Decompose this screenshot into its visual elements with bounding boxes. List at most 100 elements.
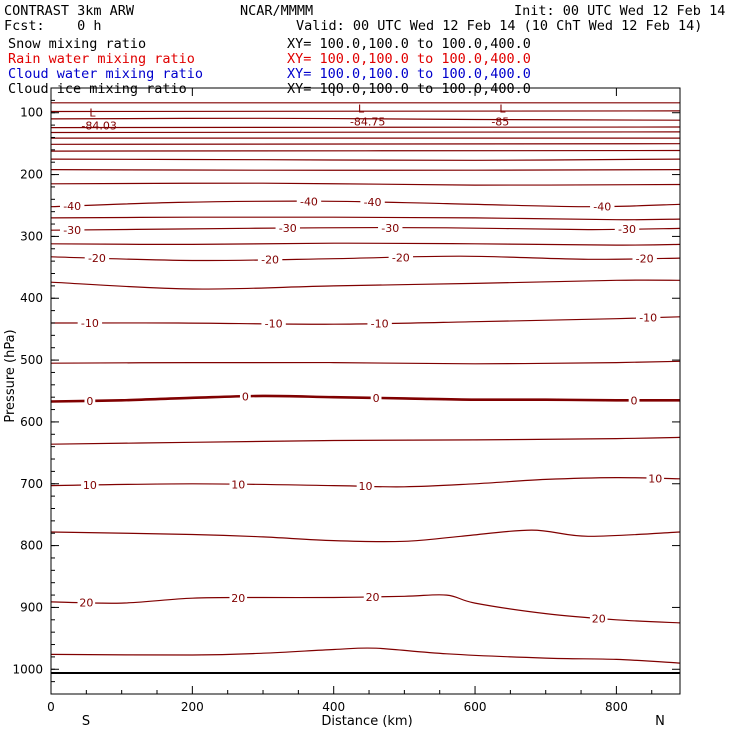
isotherm-label-bg xyxy=(60,200,85,213)
field-xy-2: XY= 100.0,100.0 to 100.0,400.0 xyxy=(287,66,531,82)
isotherm-label--10-0: -10 xyxy=(81,317,99,330)
contour-layer: -40 -40 -40 -40 -30 -30 -30 -30 -20 -20 -20 -20 -10 -… xyxy=(50,102,681,674)
field-name-2: Cloud water mixing ratio xyxy=(8,66,203,82)
isotherm-label-bg xyxy=(614,223,640,236)
contour-line-6 xyxy=(50,143,681,145)
contour-line-11 xyxy=(50,216,681,221)
isotherm-label--10-2: -10 xyxy=(371,317,389,330)
field-xy-3: XY= 100.0,100.0 to 100.0,400.0 xyxy=(287,81,531,97)
y-tick-label-100: 100 xyxy=(20,106,43,120)
contour-line-3 xyxy=(50,126,681,129)
isotherm-label--10-3: -10 xyxy=(639,312,657,325)
isotherm-label-10-1: 10 xyxy=(231,478,245,491)
isotherm-label-bg xyxy=(77,316,103,329)
low-value-1: -84.75 xyxy=(350,116,385,129)
isotherm-label--20-1: -20 xyxy=(261,254,279,267)
isotherm-label--20-2: -20 xyxy=(392,251,410,264)
y-tick-label-300: 300 xyxy=(20,229,43,243)
isotherm-label-bg xyxy=(81,479,99,492)
isotherm-label-bg xyxy=(635,311,661,324)
isotherm-label-bg xyxy=(388,251,414,264)
valid-time: Valid: 00 UTC Wed 12 Feb 14 (10 ChT Wed … xyxy=(296,18,702,34)
field-xy-0: XY= 100.0,100.0 to 100.0,400.0 xyxy=(287,36,531,52)
contour-line-2 xyxy=(50,117,681,121)
isotherm-label--40-3: -40 xyxy=(593,200,611,213)
contour-line-17 xyxy=(50,647,681,664)
isotherm-label-10-3: 10 xyxy=(648,472,662,485)
y-tick-label-400: 400 xyxy=(20,291,43,305)
x-tick-label-0: 0 xyxy=(47,700,55,714)
init-time: Init: 00 UTC Wed 12 Feb 14 xyxy=(514,3,725,19)
contour-line-14 xyxy=(50,360,681,365)
isotherm--20 xyxy=(50,255,681,262)
x-tick-label-400: 400 xyxy=(322,700,345,714)
low-value-2: -85 xyxy=(491,116,509,129)
isotherm-label-bg xyxy=(632,252,657,265)
y-tick-label-200: 200 xyxy=(20,168,43,182)
x-tick-label-600: 600 xyxy=(464,700,487,714)
y-tick-label-600: 600 xyxy=(20,415,43,429)
isotherm--10 xyxy=(50,316,681,325)
isotherm-label-0-0: 0 xyxy=(86,395,93,408)
contour-line-10 xyxy=(50,182,681,186)
field-name-3: Cloud ice mixing ratio xyxy=(8,81,187,97)
isotherm-label-20-2: 20 xyxy=(366,591,380,604)
isotherm-label-bg xyxy=(356,480,375,493)
field-legend: Snow mixing ratio XY= 100.0,100.0 to 100.… xyxy=(8,36,531,97)
isotherm-label-0-2: 0 xyxy=(373,392,380,405)
field-name-1: Rain water mixing ratio xyxy=(8,51,195,67)
isotherm-label-bg xyxy=(590,200,615,213)
y-axis-label: Pressure (hPa) xyxy=(3,329,18,422)
y-tick-label-700: 700 xyxy=(20,477,43,491)
isotherm-label-bg xyxy=(370,391,382,404)
contour-line-13 xyxy=(50,279,681,290)
isotherm-label-bg xyxy=(275,222,300,235)
y-tick-label-500: 500 xyxy=(20,353,43,367)
x-tick-label-800: 800 xyxy=(605,700,628,714)
low-marker-2: L xyxy=(499,103,506,116)
isotherm-label-0-3: 0 xyxy=(631,394,638,407)
isotherm-label-bg xyxy=(84,252,110,265)
isotherm-label-10-2: 10 xyxy=(359,480,373,493)
field-xy-1: XY= 100.0,100.0 to 100.0,400.0 xyxy=(287,51,531,67)
low-value-0: -84.03 xyxy=(81,119,116,132)
isotherm-label-bg xyxy=(367,317,392,330)
isotherm-label--30-1: -30 xyxy=(279,222,297,235)
isotherm-label-20-1: 20 xyxy=(231,592,245,605)
forecast-hour: Fcst: 0 h xyxy=(4,18,102,34)
contour-line-4 xyxy=(50,131,681,134)
isotherm-label-0-1: 0 xyxy=(242,390,249,403)
isotherm-label-bg xyxy=(229,591,248,604)
x-end-label-left: S xyxy=(82,714,90,729)
isotherm-label--30-2: -30 xyxy=(381,222,399,235)
isotherm-label-bg xyxy=(239,390,251,403)
x-tick-label-200: 200 xyxy=(181,700,204,714)
y-tick-label-1000: 1000 xyxy=(12,662,43,676)
isotherm-label-20-0: 20 xyxy=(79,596,93,609)
isotherm-label-bg xyxy=(296,195,322,208)
model-title: CONTRAST 3km ARW xyxy=(4,3,135,19)
contour-line-7 xyxy=(50,149,681,152)
isotherm-10 xyxy=(50,476,681,488)
low-markers: L-84.03L-84.75L-85 xyxy=(81,103,509,133)
contour-line-15 xyxy=(50,436,681,445)
isotherm-label-20-3: 20 xyxy=(592,612,606,625)
isotherm-label--40-1: -40 xyxy=(300,195,318,208)
contour-line-12 xyxy=(50,242,681,246)
isotherm-label-bg xyxy=(360,196,385,209)
x-end-label-right: N xyxy=(655,714,665,729)
isotherm-label--30-3: -30 xyxy=(618,223,636,236)
isotherm-label-bg xyxy=(77,596,96,609)
isotherm-label--40-0: -40 xyxy=(63,200,81,213)
isotherm-20 xyxy=(50,594,681,624)
isotherm-label-bg xyxy=(261,317,286,330)
isotherm-label-bg xyxy=(589,612,608,625)
isotherm-label-10-0: 10 xyxy=(83,479,97,492)
isotherm-label--10-1: -10 xyxy=(265,318,283,331)
isotherm-label-bg xyxy=(257,253,283,266)
contour-line-9 xyxy=(50,169,681,171)
isotherm-label-bg xyxy=(378,221,403,234)
isotherm-label--40-2: -40 xyxy=(364,196,382,209)
